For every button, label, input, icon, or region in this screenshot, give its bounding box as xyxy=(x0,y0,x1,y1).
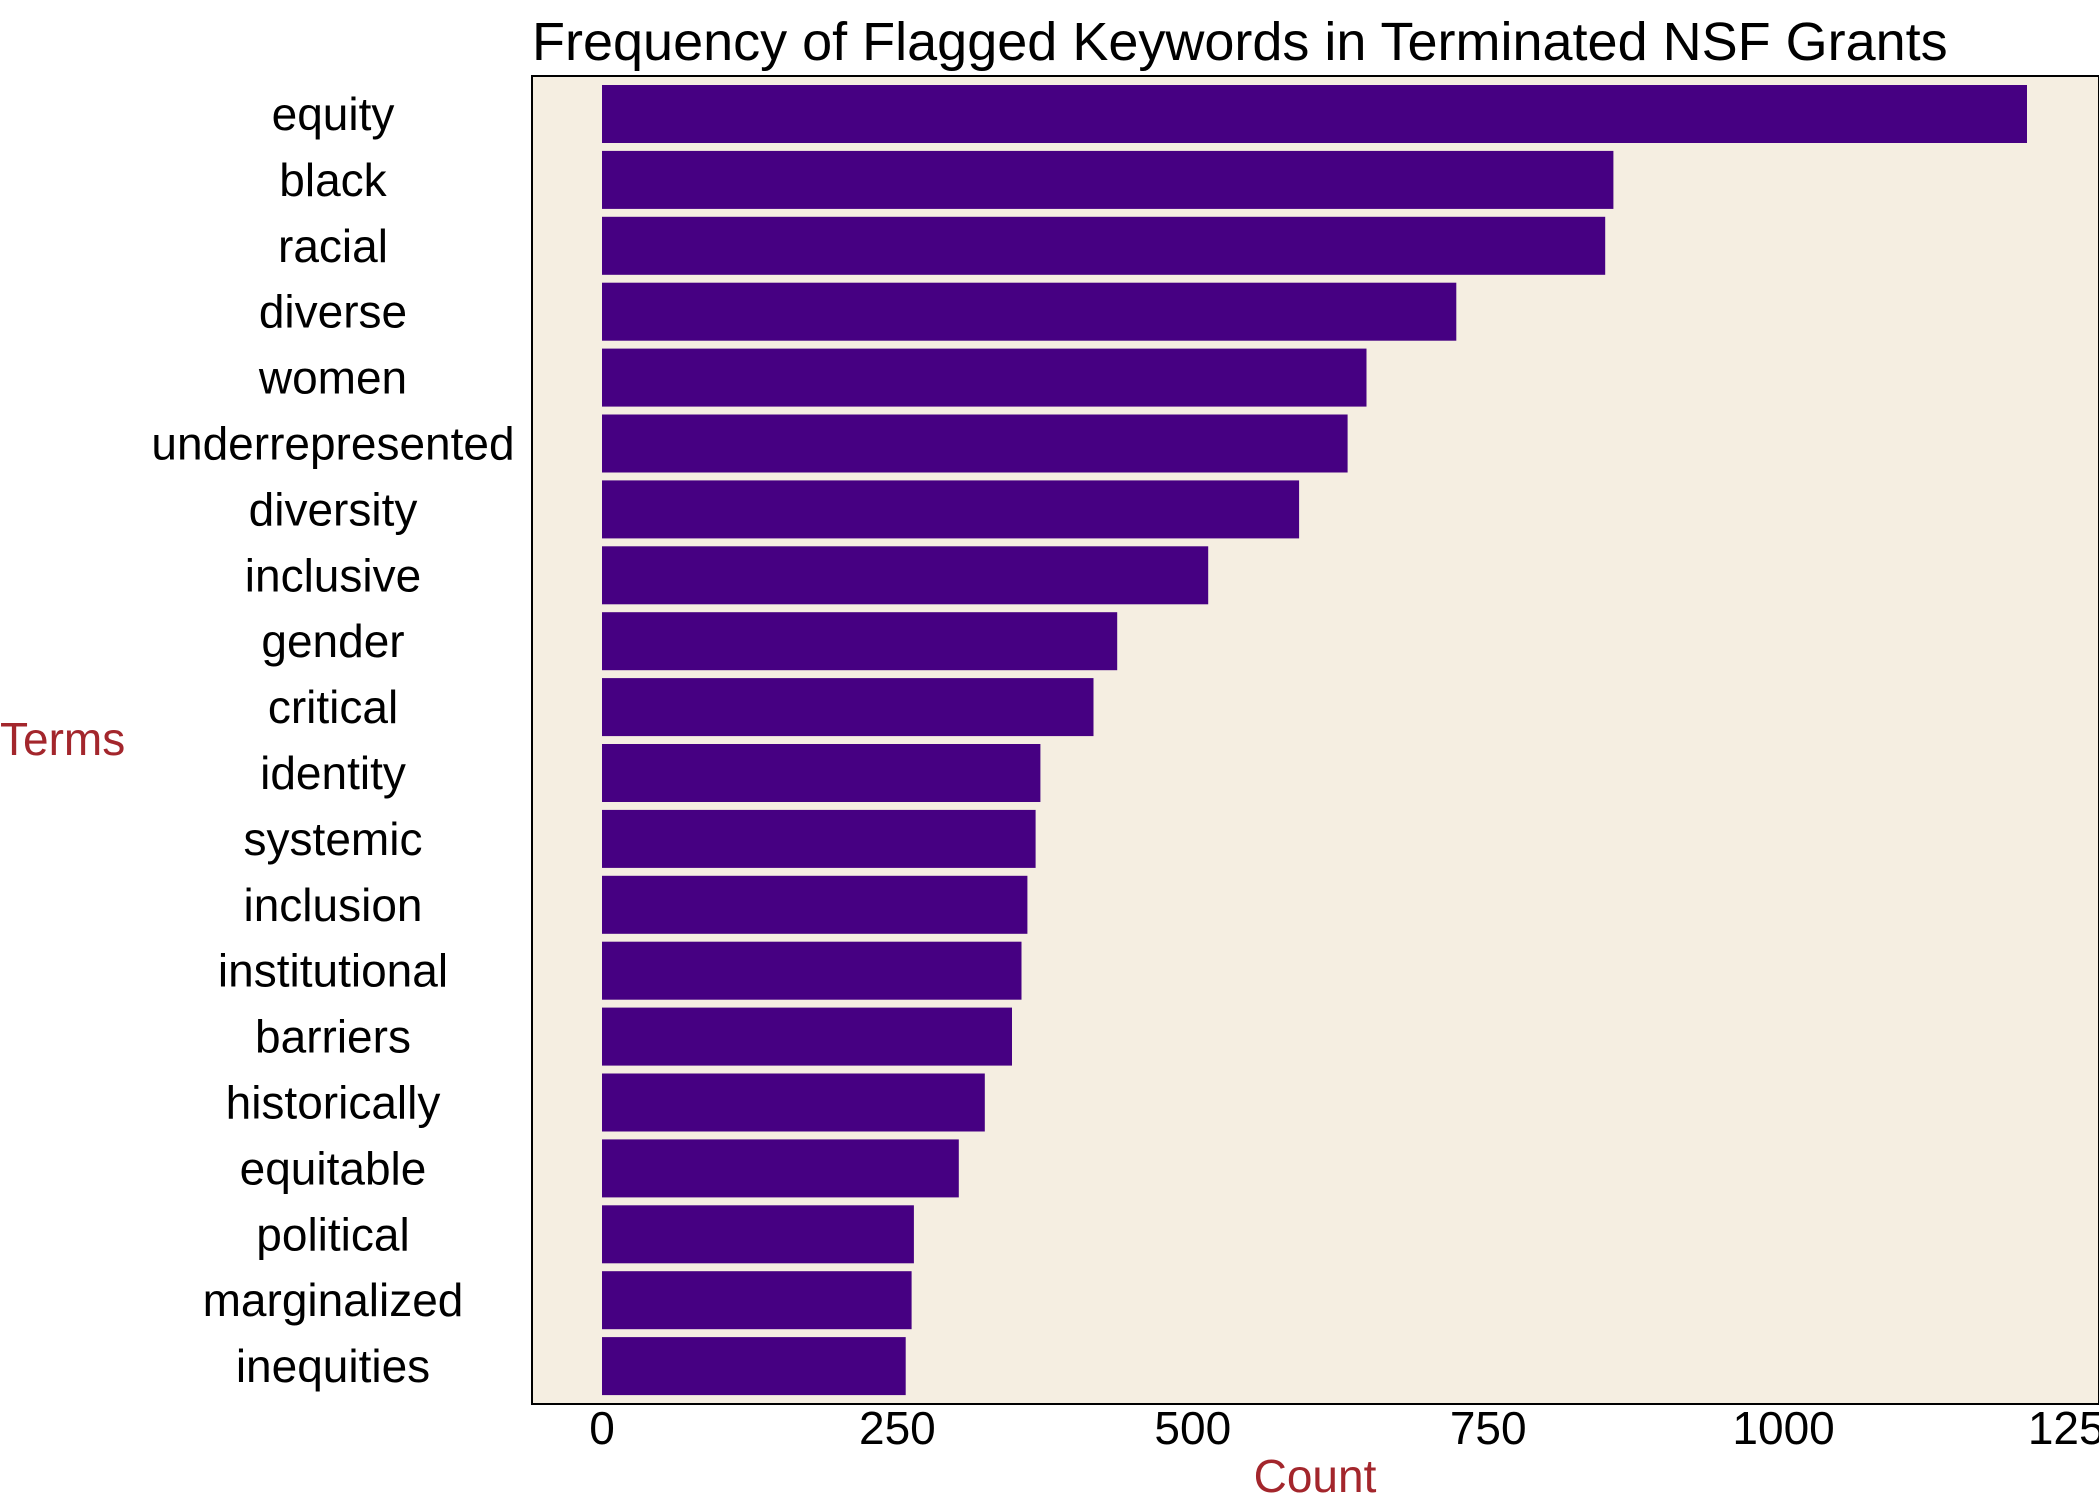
bar-barriers xyxy=(602,1007,1012,1066)
term-label-institutional: institutional xyxy=(218,945,448,997)
bar-historically xyxy=(602,1073,985,1132)
bar-women xyxy=(602,348,1367,407)
x-axis-ticks-group: 0 250 500 750 1000 1250 xyxy=(589,1402,2099,1454)
term-label-black: black xyxy=(279,154,387,206)
term-label-political: political xyxy=(256,1208,409,1260)
term-label-systemic: systemic xyxy=(244,813,423,865)
bar-black xyxy=(602,150,1614,209)
x-tick-label-250: 250 xyxy=(859,1402,936,1454)
x-tick-label-0: 0 xyxy=(589,1402,615,1454)
bar-identity xyxy=(602,744,1041,802)
bar-systemic xyxy=(602,809,1036,868)
term-label-equitable: equitable xyxy=(240,1142,427,1194)
bar-diversity xyxy=(602,480,1300,539)
bar-equitable xyxy=(602,1139,959,1198)
term-label-underrepresented: underrepresented xyxy=(151,418,514,470)
bar-marginalized xyxy=(602,1271,912,1330)
chart-title: Frequency of Flagged Keywords in Termina… xyxy=(532,12,1948,72)
y-axis-title: Terms xyxy=(0,713,125,765)
bar-inclusion xyxy=(602,875,1028,934)
bar-critical xyxy=(602,678,1094,737)
term-label-inequities: inequities xyxy=(236,1340,430,1392)
term-label-racial: racial xyxy=(278,220,388,272)
bar-underrepresented xyxy=(602,414,1348,473)
term-label-gender: gender xyxy=(261,615,404,667)
x-axis-title: Count xyxy=(1254,1450,1377,1499)
term-label-marginalized: marginalized xyxy=(203,1274,464,1326)
term-label-inclusion: inclusion xyxy=(244,879,423,931)
x-tick-label-500: 500 xyxy=(1154,1402,1231,1454)
term-label-identity: identity xyxy=(260,747,406,799)
term-label-barriers: barriers xyxy=(255,1011,411,1063)
term-labels-group: equity black racial diverse women underrepres… xyxy=(151,88,514,1392)
bar-equity xyxy=(602,85,2027,143)
bar-political xyxy=(602,1205,914,1264)
x-tick-label-1000: 1000 xyxy=(1732,1402,1834,1454)
plot-panel xyxy=(531,75,2099,1405)
term-label-women: women xyxy=(258,352,407,404)
bar-inequities xyxy=(602,1337,906,1396)
bar-inclusive xyxy=(602,546,1209,605)
term-label-diverse: diverse xyxy=(259,286,407,338)
term-label-equity: equity xyxy=(272,88,395,140)
bar-diverse xyxy=(602,282,1457,341)
term-label-critical: critical xyxy=(268,681,398,733)
bar-racial xyxy=(602,216,1606,275)
bar-institutional xyxy=(602,941,1022,1000)
term-label-inclusive: inclusive xyxy=(245,549,421,601)
bars-group xyxy=(602,85,2027,1396)
term-label-historically: historically xyxy=(226,1077,441,1129)
bar-gender xyxy=(602,612,1118,671)
term-label-diversity: diversity xyxy=(249,483,418,535)
x-tick-label-1250: 1250 xyxy=(2028,1402,2099,1454)
x-tick-label-750: 750 xyxy=(1450,1402,1527,1454)
